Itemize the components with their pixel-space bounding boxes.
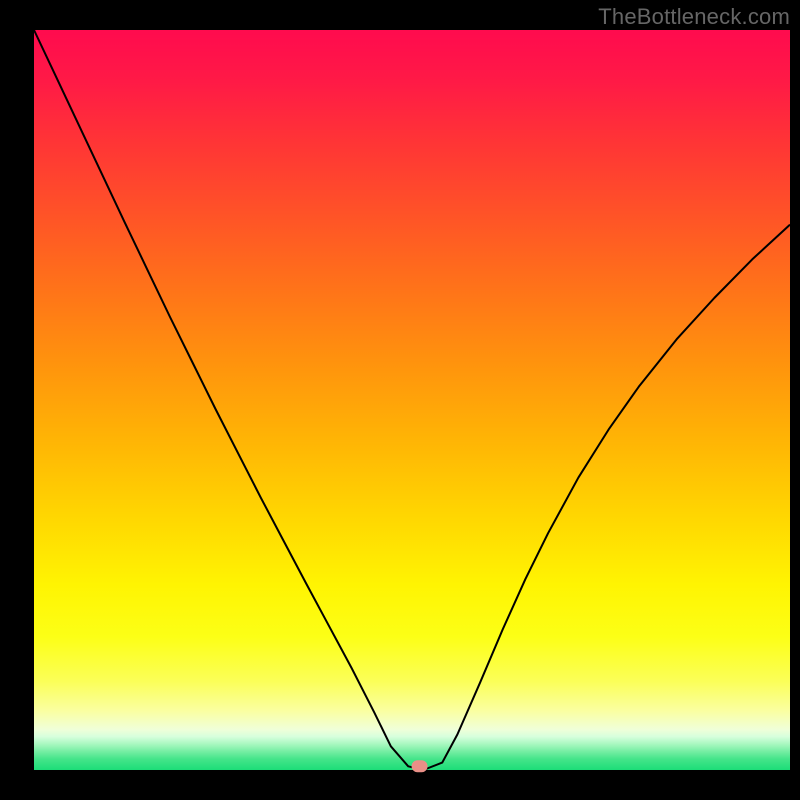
- gradient-background: [34, 30, 790, 770]
- bottleneck-chart: [0, 0, 800, 800]
- optimum-marker: [412, 760, 428, 772]
- watermark-text: TheBottleneck.com: [598, 4, 790, 30]
- chart-container: TheBottleneck.com: [0, 0, 800, 800]
